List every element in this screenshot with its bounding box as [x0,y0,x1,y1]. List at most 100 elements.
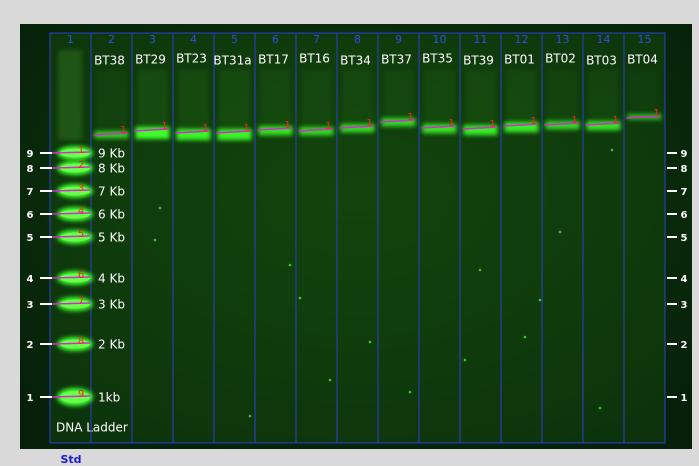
band-size: 8 Kb [98,162,125,176]
lane-number: 6 [272,33,279,46]
lane-name: BT38 [94,54,125,68]
band-id: 1 [202,123,208,134]
band-line [52,303,90,304]
marker-right: 1 [681,393,688,404]
lane-number: 9 [395,33,402,46]
lane-name: BT16 [299,52,330,66]
band-id: 9 [78,389,84,400]
lane-number: 3 [149,33,156,46]
band-id: 1 [243,123,249,134]
lane-name: BT29 [135,53,166,67]
lane-number: 14 [597,33,611,46]
band-size: 5 Kb [98,231,125,245]
speckle [524,336,527,339]
lane-number: 5 [231,33,238,46]
marker-left: 5 [27,233,34,244]
band-id: 1 [78,145,84,156]
band-size: 1kb [98,391,120,405]
lane-number: 10 [433,33,447,46]
marker-right: 8 [681,164,688,175]
band-id: 1 [325,121,331,132]
lane-name: BT35 [422,52,453,66]
lane-name: BT04 [627,53,658,67]
band-size: 3 Kb [98,298,125,312]
marker-left: 6 [27,210,34,221]
band-line [52,396,90,397]
lane-name: BT02 [545,52,576,66]
marker-right: 6 [681,210,688,221]
lane-number: 4 [190,33,197,46]
band-id: 1 [448,118,454,129]
lane-number: 15 [638,33,652,46]
lane-number: 11 [474,33,488,46]
band-id: 1 [366,118,372,129]
band-id: 1 [489,119,495,130]
lane-number: 8 [354,33,361,46]
marker-right: 5 [681,233,688,244]
speckle [559,231,562,234]
band-size: 9 Kb [98,147,125,161]
speckle [329,379,332,382]
marker-left: 7 [27,187,34,198]
band-id: 7 [78,296,84,307]
ladder-label: DNA Ladder [56,421,128,435]
band-id: 3 [78,183,84,194]
marker-right: 7 [681,187,688,198]
band-id: 1 [120,125,126,136]
band-line [52,167,90,168]
marker-left: 3 [27,300,34,311]
band-line [52,277,90,278]
band-id: 8 [78,336,84,347]
marker-right: 3 [681,300,688,311]
gel-screenshot: DNA Ladder Std 119 Kb28 Kb37 Kb46 Kb55 K… [0,0,699,466]
lane-name: BT03 [586,54,617,68]
band-line [52,152,90,153]
speckle [154,239,157,242]
band-id: 4 [78,206,84,217]
speckle [599,407,602,410]
band-size: 4 Kb [98,272,125,286]
marker-left: 9 [27,149,34,160]
band-id: 1 [161,121,167,132]
band-line [52,190,90,191]
lane-name: BT17 [258,53,289,67]
marker-right: 9 [681,149,688,160]
speckle [289,264,292,267]
band-size: 6 Kb [98,208,125,222]
std-label: Std [60,453,81,466]
marker-left: 2 [27,340,34,351]
lane-name: BT39 [463,54,494,68]
speckle [299,297,302,300]
marker-right: 4 [681,274,688,285]
speckle [464,359,467,362]
band-id: 1 [653,108,659,119]
band-line [52,343,90,344]
speckle [369,341,372,344]
marker-left: 4 [27,274,34,285]
lane-name: BT01 [504,53,535,67]
band-line [52,213,90,214]
band-size: 2 Kb [98,338,125,352]
speckle [479,269,482,272]
band-id: 6 [78,270,84,281]
speckle [611,149,614,152]
speckle [539,299,542,302]
marker-left: 1 [27,393,34,404]
speckle [249,415,252,418]
lane-number: 13 [556,33,570,46]
band-line [52,236,90,237]
ladder-top-smear [58,50,82,140]
lane-number: 12 [515,33,529,46]
lane-number: 7 [313,33,320,46]
band-id: 1 [612,115,618,126]
lane-number: 1 [67,33,74,46]
lane-number: 2 [108,33,115,46]
marker-left: 8 [27,164,34,175]
band-size: 7 Kb [98,185,125,199]
marker-right: 2 [681,340,688,351]
band-id: 1 [571,115,577,126]
speckle [409,391,412,394]
speckle [159,207,162,210]
band-id: 2 [78,160,84,171]
band-id: 1 [284,120,290,131]
